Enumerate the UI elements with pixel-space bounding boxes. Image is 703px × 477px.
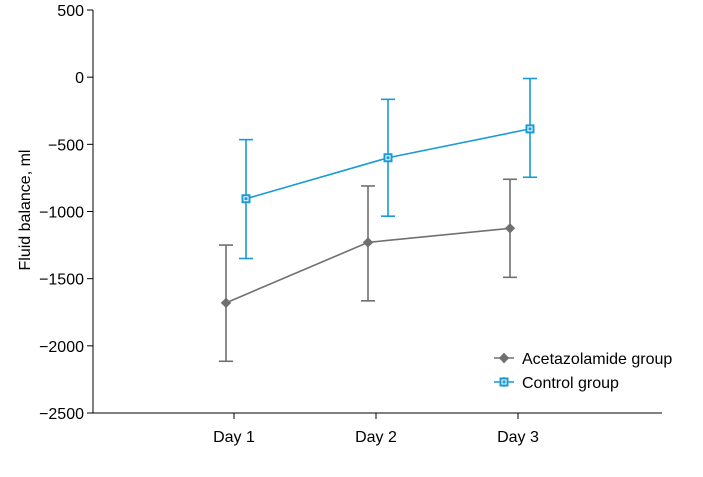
legend-marker <box>498 352 510 364</box>
x-tick-label: Day 2 <box>355 429 397 446</box>
data-point <box>241 194 251 204</box>
data-point-core <box>386 156 390 160</box>
y-tick-label: −1500 <box>39 272 84 289</box>
legend-marker-core <box>502 380 506 384</box>
data-point <box>362 237 374 248</box>
y-tick-label: 0 <box>75 70 84 87</box>
legend-label: Acetazolamide group <box>522 351 672 368</box>
legend-item: Control group <box>494 375 619 392</box>
y-ticks: 500 0 −500 −1000 −1500 −2000 −2500 <box>39 3 93 423</box>
series-control <box>239 77 537 260</box>
x-tick-label: Day 3 <box>497 429 539 446</box>
data-point <box>504 223 516 234</box>
y-tick-label: −2000 <box>39 339 84 356</box>
data-point <box>383 153 393 163</box>
x-axis: Day 1 Day 2 Day 3 <box>93 412 662 446</box>
y-tick-label: 500 <box>57 3 84 20</box>
y-tick-label: −500 <box>48 137 84 154</box>
y-axis-title: Fluid balance, ml <box>17 150 34 271</box>
y-tick-label: −1000 <box>39 205 84 222</box>
data-point-core <box>244 197 248 201</box>
data-point-core <box>528 127 532 131</box>
y-axis: 500 0 −500 −1000 −1500 −2000 −2500 <box>39 3 94 423</box>
legend: Acetazolamide group Control group <box>494 351 672 392</box>
series-layer <box>219 77 537 363</box>
legend-item: Acetazolamide group <box>494 351 672 368</box>
data-point <box>525 124 535 134</box>
legend-marker <box>499 377 509 387</box>
data-point <box>220 297 232 309</box>
y-tick-label: −2500 <box>39 406 84 423</box>
legend-label: Control group <box>522 375 619 392</box>
x-tick-label: Day 1 <box>213 429 255 446</box>
series-acetazolamide <box>219 178 517 363</box>
x-ticks: Day 1 Day 2 Day 3 <box>213 413 539 446</box>
